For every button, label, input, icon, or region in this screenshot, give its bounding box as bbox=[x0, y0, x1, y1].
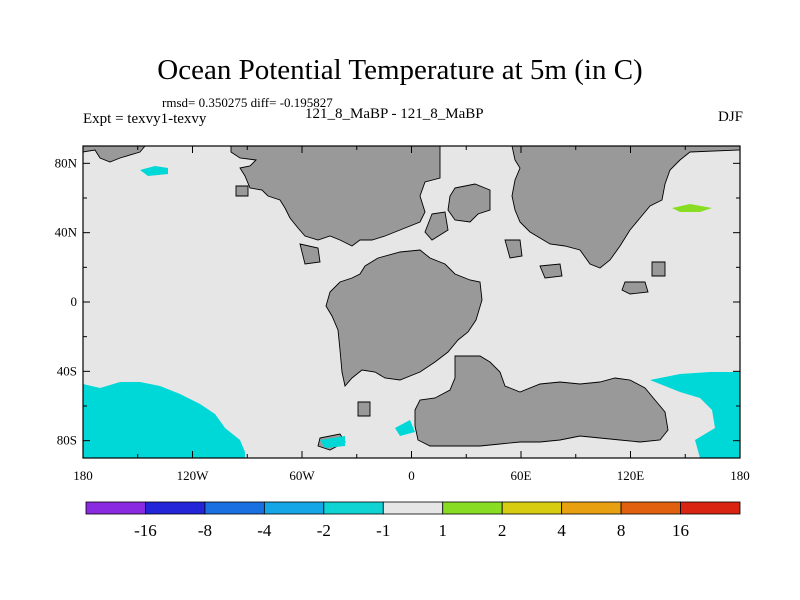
colorbar-box bbox=[263, 501, 325, 515]
left-label: Expt = texvy1-texvy bbox=[83, 111, 207, 127]
anomaly-layer bbox=[83, 166, 740, 458]
land-eurasia-east bbox=[511, 145, 741, 269]
y-tick-label: 40N bbox=[55, 225, 78, 240]
colorbar-box bbox=[204, 501, 265, 515]
season-label: DJF bbox=[717, 109, 743, 125]
land-europe-block bbox=[447, 183, 491, 223]
y-tick-label: 80S bbox=[57, 433, 77, 448]
x-tick-label: 180 bbox=[730, 468, 750, 483]
x-axis: 180 120W 60W 0 60E 120E 180 bbox=[73, 146, 750, 483]
cool-anomaly-south-small bbox=[320, 436, 345, 448]
cool-anomaly-south-mid bbox=[395, 420, 415, 436]
colorbar: -16 -8 -4 -2 -1 1 2 4 8 16 bbox=[85, 501, 741, 540]
stats-text: rmsd= 0.350275 diff= -0.195827 bbox=[162, 95, 333, 110]
x-tick-label: 60E bbox=[511, 468, 532, 483]
colorbar-box bbox=[145, 501, 206, 515]
land-small-arctic bbox=[235, 185, 249, 197]
colorbar-label: 4 bbox=[557, 521, 566, 540]
cool-anomaly-north bbox=[140, 166, 168, 176]
land-antarctic-block bbox=[414, 355, 669, 447]
colorbar-label: 1 bbox=[438, 521, 447, 540]
land-islands-east bbox=[621, 281, 649, 295]
center-label: 121_8_MaBP - 121_8_MaBP bbox=[305, 106, 484, 122]
land-laurasia bbox=[230, 145, 441, 247]
y-tick-label: 0 bbox=[71, 294, 78, 309]
colorbar-box bbox=[85, 501, 146, 515]
colorbar-label: 2 bbox=[498, 521, 507, 540]
colorbar-box bbox=[323, 501, 384, 515]
x-tick-label: 60W bbox=[289, 468, 315, 483]
land-islands-south2 bbox=[504, 239, 523, 259]
x-tick-label: 120W bbox=[177, 468, 210, 483]
land-islands-south bbox=[357, 401, 371, 417]
colorbar-label: -8 bbox=[198, 521, 212, 540]
land-islands-south4 bbox=[299, 243, 321, 265]
colorbar-label: -1 bbox=[376, 521, 390, 540]
y-axis: 80N 40N 0 40S 80S bbox=[55, 155, 740, 448]
colorbar-box bbox=[442, 501, 503, 515]
colorbar-box bbox=[561, 501, 622, 515]
colorbar-label: -2 bbox=[317, 521, 331, 540]
land-greenland-west bbox=[82, 145, 146, 163]
cool-anomaly-south-west bbox=[83, 382, 245, 458]
colorbar-box bbox=[620, 501, 681, 515]
colorbar-label: 8 bbox=[617, 521, 626, 540]
plot-title: Ocean Potential Temperature at 5m (in C) bbox=[157, 54, 643, 86]
x-tick-label: 0 bbox=[408, 468, 415, 483]
cool-anomaly-south-east bbox=[650, 372, 740, 458]
colorbar-label: -16 bbox=[134, 521, 157, 540]
x-tick-label: 120E bbox=[617, 468, 645, 483]
y-tick-label: 80N bbox=[55, 155, 78, 170]
colorbar-label: -4 bbox=[257, 521, 272, 540]
land-islands-east2 bbox=[651, 261, 666, 277]
colorbar-box bbox=[501, 501, 563, 515]
y-tick-label: 40S bbox=[57, 363, 77, 378]
land-south-america bbox=[325, 249, 483, 387]
colorbar-box bbox=[382, 501, 444, 515]
warm-anomaly-north-east bbox=[672, 204, 712, 212]
land-islands-south3 bbox=[539, 263, 563, 279]
colorbar-box bbox=[680, 501, 741, 515]
land-layer bbox=[82, 145, 741, 451]
x-tick-label: 180 bbox=[73, 468, 93, 483]
colorbar-label: 16 bbox=[672, 521, 689, 540]
land-central-islands bbox=[424, 211, 449, 241]
